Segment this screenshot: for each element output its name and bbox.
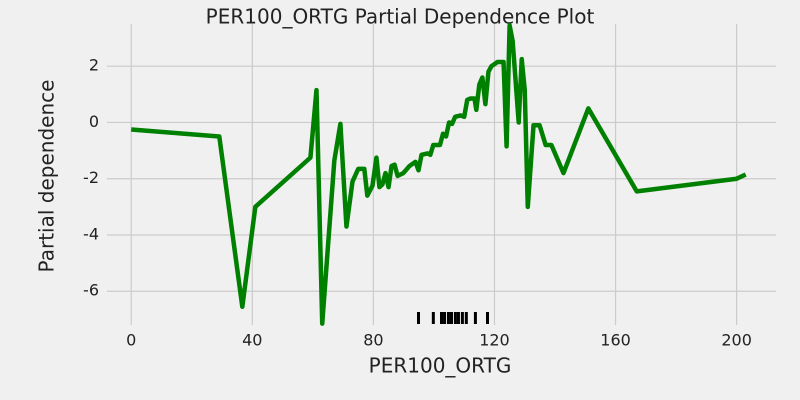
data-line [131,23,747,326]
x-axis-label: PER100_ORTG [369,354,512,378]
x-tick-label: 160 [600,331,631,350]
x-tick-label: 200 [721,331,752,350]
y-axis-label: Partial dependence [35,80,59,273]
x-tick-label: 0 [126,331,136,350]
y-tick-label: 2 [89,56,99,75]
y-tick-label: -6 [83,281,99,300]
x-tick-label: 80 [363,331,383,350]
chart-title: PER100_ORTG Partial Dependence Plot [206,5,595,29]
x-tick-label: 120 [479,331,510,350]
y-tick-label: -4 [83,224,99,243]
y-tick-label: -2 [83,168,99,187]
x-tick-label: 40 [242,331,262,350]
y-tick-label: 0 [89,112,99,131]
